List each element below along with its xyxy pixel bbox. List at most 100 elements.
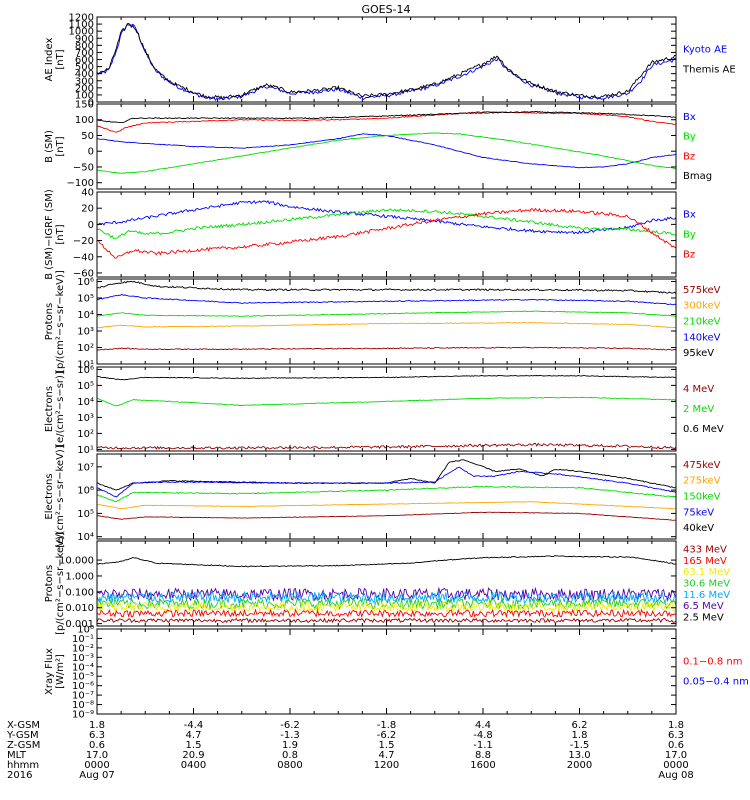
protons_hi-ylabel: Protons [44, 303, 55, 340]
electrons_lo-frame [96, 453, 677, 540]
bdiff-ytick-label: −20 [73, 236, 94, 247]
panel-protons_hi: 10¹ 10² 10³ 10⁴ 10⁵ 10⁶ Protons [p/(cm²−s−sr−ke… [44, 270, 721, 373]
protons_hi-ytick-label: 10³ [77, 326, 94, 337]
series-bdiff-Bz [97, 207, 676, 259]
ephemeris-value: -1.8 [377, 720, 397, 731]
legend-bsm-Bx: Bx [683, 112, 696, 123]
xray-ytick-label: 10⁻⁸ [72, 700, 94, 711]
ephemeris-value: 17.0 [86, 750, 108, 761]
panel-protons_mev: 0.001 0.010 0.100 1.000 10.000 Protons [p/(cm²… [44, 532, 730, 635]
xray-frame [96, 628, 677, 715]
plot-title: GOES-14 [361, 3, 410, 16]
series-bdiff-By [97, 208, 676, 240]
legend-electrons_lo-75keV: 75keV [683, 507, 714, 518]
ephemeris-value: -1.5 [570, 740, 590, 751]
ephemeris-value: -1.1 [473, 740, 493, 751]
protons_mev-ylabel: [p/(cm²−s−sr−keV)] [55, 532, 66, 635]
electrons_hi-ytick-label: 10¹ [77, 445, 94, 456]
bsm-ytick-label: 0 [88, 147, 94, 158]
protons_hi-series-group [97, 280, 676, 351]
ephemeris-value: 2000 [567, 760, 592, 771]
electrons_hi-ylabel: [e/(cm²−s−sr)] [55, 371, 66, 447]
series-electrons_hi-0-6-MeV [97, 375, 676, 381]
protons_hi-ytick-label: 10² [77, 343, 94, 354]
protons_mev-ylabel: Protons [44, 565, 55, 602]
ephemeris-value: 1.8 [89, 720, 105, 731]
ephemeris-value: 13.0 [568, 750, 590, 761]
legend-protons_hi-210keV: 210keV [683, 317, 721, 328]
panel-xray: 10⁻⁹10⁻⁸10⁻⁷10⁻⁶10⁻⁵10⁻⁴10⁻³10⁻²10⁻¹10⁰ X… [44, 625, 749, 721]
ae-ytick-label: 400 [75, 69, 94, 80]
series-protons_hi-140keV [97, 293, 676, 306]
bdiff-series-group [97, 200, 676, 259]
series-bsm-By [97, 132, 676, 174]
legend-protons_mev-433-MeV: 433 MeV [683, 545, 727, 556]
ae-ytick-label: 100 [75, 90, 94, 101]
electrons_hi-ytick-label: 10² [77, 429, 94, 440]
legend-electrons_hi-4-MeV: 4 MeV [683, 384, 714, 395]
xray-ytick-label: 10⁻⁶ [72, 681, 94, 692]
bsm-ylabel: B (SM) [44, 130, 55, 163]
legend-bdiff-Bx: Bx [683, 210, 696, 221]
legend-protons_hi-140keV: 140keV [683, 332, 721, 343]
series-protons_hi-95keV [97, 280, 676, 295]
bdiff-ytick-label: −40 [73, 252, 94, 263]
bdiff-ytick-label: 0 [88, 220, 94, 231]
xray-ytick-label: 10⁻⁹ [72, 710, 94, 721]
ephemeris-label: Y-GSM [6, 730, 39, 741]
xray-ytick-label: 10⁻⁷ [72, 691, 94, 702]
ephemeris-value: 1600 [470, 760, 495, 771]
protons_hi-ytick-label: 10⁴ [77, 310, 94, 321]
ephemeris-label: 2016 [7, 770, 32, 781]
ephemeris-value: 0800 [277, 760, 302, 771]
legend-bdiff-By: By [683, 230, 696, 241]
series-bsm-Bmag [97, 111, 676, 123]
protons_mev-series-group [97, 555, 676, 624]
legend-protons_mev-30-6-MeV: 30.6 MeV [683, 579, 730, 590]
ae-frame [96, 16, 677, 103]
xray-ytick-label: 10⁻¹ [72, 634, 94, 645]
legend-protons_mev-63-1-MeV: 63.1 MeV [683, 567, 730, 578]
electrons_lo-ytick-label: 10⁵ [77, 509, 94, 520]
panel-electrons_hi: 10¹ 10² 10³ 10⁴ 10⁵ 10⁶ Electrons [e/(cm²−s−sr)… [44, 365, 724, 456]
protons_hi-ytick-label: 10⁵ [77, 293, 94, 304]
chart-panels: 0100200300400500600700800900100011001200… [44, 13, 749, 721]
electrons_lo-ytick-label: 10⁷ [77, 462, 94, 473]
ephemeris-table: X-GSM 1.8 -4.4 -6.2 -1.8 4.4 6.2 1.8Y-GSM 6.3 4.7… [6, 720, 694, 781]
protons_mev-ytick-label: 10.000 [59, 556, 94, 567]
legend-electrons_lo-40keV: 40keV [683, 523, 714, 534]
electrons_hi-ylabel: Electrons [44, 386, 55, 432]
ephemeris-value: 17.0 [665, 750, 687, 761]
series-protons_mev-2-5-MeV [97, 555, 676, 568]
xray-ytick-label: 10⁻² [72, 643, 94, 654]
legend-ae-Kyoto-AE: Kyoto AE [683, 45, 727, 56]
bdiff-ytick-label: 40 [81, 188, 94, 199]
legend-electrons_lo-475keV: 475keV [683, 460, 721, 471]
legend-protons_hi-300keV: 300keV [683, 301, 721, 312]
protons_hi-ytick-label: 10¹ [77, 360, 94, 371]
electrons_lo-ytick-label: 10⁴ [77, 532, 94, 543]
protons_mev-ytick-label: 0.001 [65, 619, 94, 630]
series-protons_hi-300keV [97, 322, 676, 329]
legend-electrons_lo-275keV: 275keV [683, 476, 721, 487]
panel-bdiff: −60 −40 −20 0 20 40 B (SM)−IGRF (SM) [nT] Bx By Bz [44, 188, 696, 280]
ephemeris-label: hhmm [7, 760, 39, 771]
ephemeris-label: X-GSM [7, 720, 40, 731]
ephemeris-label: MLT [7, 750, 27, 761]
series-electrons_lo-150keV [97, 485, 676, 503]
electrons_lo-ylabel: Electrons [44, 473, 55, 519]
ephemeris-value: 6.2 [572, 720, 588, 731]
series-electrons_lo-475keV [97, 511, 676, 521]
electrons_hi-frame [96, 366, 677, 452]
series-bsm-Bx [97, 133, 676, 169]
series-protons_mev-165-MeV [97, 608, 676, 619]
protons_mev-ytick-label: 0.010 [65, 603, 94, 614]
legend-bsm-By: By [683, 132, 696, 143]
bsm-ytick-label: −50 [73, 162, 94, 173]
series-protons_mev-63-1-MeV [97, 600, 676, 614]
legend-electrons_lo-150keV: 150keV [683, 492, 721, 503]
xray-ytick-label: 10⁰ [77, 625, 94, 636]
ephemeris-value: -4.8 [473, 730, 493, 741]
ephemeris-value: Aug 07 [79, 770, 114, 781]
ae-ytick-label: 900 [75, 34, 94, 45]
